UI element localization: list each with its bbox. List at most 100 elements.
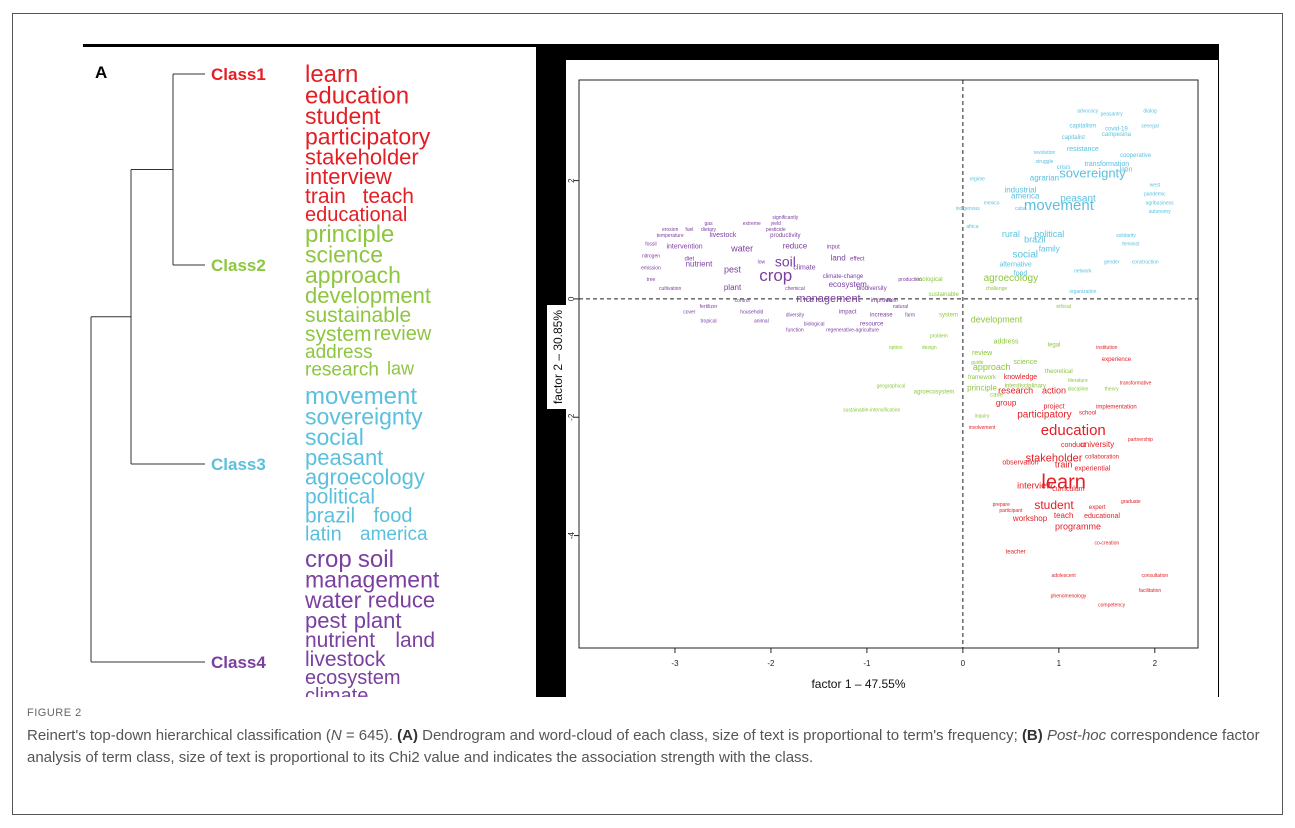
- term-label: inquiry: [975, 413, 990, 419]
- wordcloud-term: train: [305, 185, 346, 208]
- wordcloud-term: political: [305, 486, 375, 509]
- term-label: diet: [685, 256, 695, 262]
- term-label: experience: [1102, 357, 1132, 363]
- term-label: capitalist: [1062, 135, 1086, 141]
- term-label: covid-19: [1105, 126, 1128, 132]
- term-label: network: [1074, 268, 1092, 274]
- panel-b-letter: B: [538, 62, 551, 81]
- caption-part-5: correspondence factor analysis of term c…: [27, 727, 1260, 766]
- caption-part-3: Dendrogram and word-cloud of each class,…: [417, 727, 1022, 744]
- term-label: tropical: [700, 319, 716, 325]
- wordcloud-term: approach: [305, 262, 401, 288]
- term-label: agrarian: [1030, 174, 1059, 183]
- term-label: agroecology: [984, 273, 1038, 284]
- term-label: nitrogen: [642, 254, 660, 260]
- term-label: reduce: [783, 242, 808, 251]
- wordcloud-term: system: [305, 323, 372, 346]
- term-label: programme: [1055, 522, 1101, 532]
- term-label: improve: [871, 298, 893, 304]
- term-label: principle: [967, 384, 997, 393]
- term-label: construction: [1132, 259, 1159, 265]
- term-label: theoretical: [1045, 369, 1073, 375]
- wordcloud-term: principle: [305, 221, 394, 248]
- wordcloud-term: address: [305, 342, 373, 363]
- y-tick-label: 0: [567, 296, 576, 301]
- term-label: review: [972, 350, 993, 357]
- term-label: implementation: [1096, 404, 1137, 410]
- dendrogram: Class1Class2Class3Class4learneducationst…: [90, 61, 440, 707]
- term-label: phenomenology: [1051, 594, 1087, 600]
- term-label: effect: [850, 256, 865, 262]
- term-label: participatory: [1017, 409, 1071, 420]
- wordcloud-term: participatory: [305, 124, 431, 150]
- figure-label: FIGURE 2: [27, 707, 82, 719]
- term-label: theory: [1105, 387, 1119, 393]
- term-label: dialog: [1143, 109, 1157, 115]
- term-label: control: [735, 298, 750, 304]
- term-label: revolution: [1034, 150, 1056, 156]
- term-label: livestock: [710, 232, 737, 239]
- term-label: biological: [804, 322, 825, 328]
- term-label: fertilizer: [700, 304, 718, 310]
- class-label-class4: Class4: [211, 653, 266, 672]
- wordcloud-term: movement: [305, 383, 417, 410]
- term-label: autonomy: [1149, 209, 1171, 215]
- term-label: student: [1034, 498, 1074, 512]
- term-label: prepare: [993, 502, 1010, 508]
- term-label: nutrient: [686, 259, 713, 268]
- term-label: system: [939, 313, 958, 319]
- wordcloud-term: review: [374, 323, 432, 345]
- term-label: chemical: [785, 286, 805, 292]
- caption-a-tag: (A): [397, 727, 418, 744]
- wordcloud-term: educational: [305, 204, 407, 226]
- term-label: agroecosystem: [914, 390, 955, 396]
- term-label: feminist: [1122, 242, 1140, 248]
- term-label: peasantry: [1101, 112, 1123, 118]
- term-label: ethical: [1056, 304, 1070, 310]
- term-label: regenerative-agriculture: [826, 327, 879, 333]
- term-label: cover: [683, 310, 696, 316]
- term-label: school: [1079, 410, 1096, 416]
- wordcloud-term: interview: [305, 164, 392, 189]
- term-label: brazil: [1024, 235, 1046, 245]
- wordcloud-term: america: [360, 524, 428, 545]
- term-label: knowledge: [1004, 374, 1038, 381]
- term-label: function: [786, 327, 804, 333]
- wordcloud-term: land: [395, 629, 435, 652]
- caption-part-2: = 645).: [341, 727, 398, 744]
- term-label: education: [1041, 422, 1106, 439]
- wordcloud-term: food: [374, 505, 413, 527]
- x-tick-label: -3: [671, 659, 679, 668]
- panel-b: -3 -2 -1 0 1 2 2 0 -2 -4 factor 1 – 47.55% learn edu…: [566, 60, 1218, 697]
- term-label: animal: [754, 319, 769, 325]
- wordcloud-term: management: [305, 567, 440, 593]
- term-label: climate-change: [823, 274, 864, 280]
- y-axis-label: factor 2 – 30.85%: [551, 310, 565, 404]
- wordcloud-term: teach: [363, 185, 414, 208]
- term-label: guide: [971, 360, 983, 366]
- term-label: legal: [1048, 342, 1061, 348]
- term-label: senegal: [1141, 123, 1159, 129]
- term-label: resource: [860, 322, 884, 328]
- term-label: agribusiness: [1146, 200, 1175, 206]
- x-tick-label: 0: [961, 659, 966, 668]
- series-class3: movement sovereignty peasant social politica…: [956, 109, 1175, 295]
- term-label: gas: [705, 221, 714, 227]
- term-label: facilitation: [1139, 588, 1161, 594]
- term-label: graduate: [1121, 499, 1141, 505]
- term-label: geographical: [877, 384, 906, 390]
- term-label: train: [1055, 460, 1073, 470]
- term-label: capitalism: [1069, 123, 1096, 129]
- term-label: design: [922, 345, 937, 351]
- term-label: project: [1044, 403, 1065, 410]
- term-label: university: [1080, 440, 1114, 449]
- term-label: curriculum: [1052, 486, 1084, 493]
- term-label: cooperative: [1120, 153, 1152, 159]
- term-label: increase: [870, 313, 893, 319]
- term-label: struggle: [1036, 159, 1054, 165]
- term-label: advocacy: [1077, 109, 1099, 115]
- term-label: discipline: [1068, 387, 1089, 393]
- term-label: sustainable: [929, 292, 960, 298]
- term-label: approach: [973, 362, 1011, 372]
